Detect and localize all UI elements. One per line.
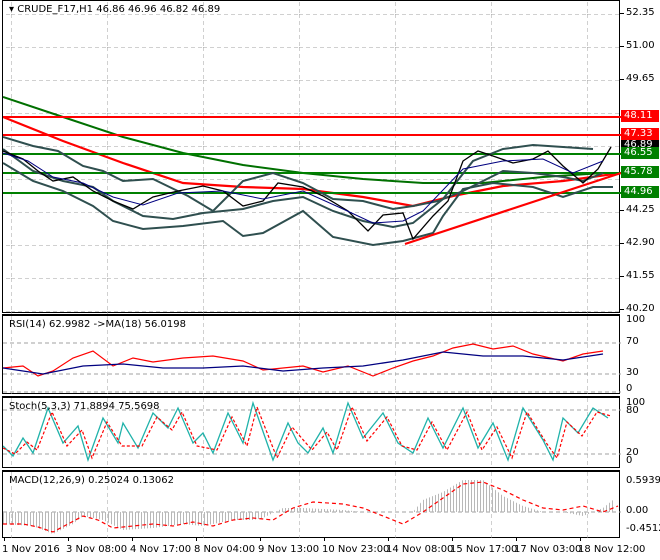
price-tick: 52.35	[626, 7, 655, 18]
rsi-tick: 100	[626, 314, 646, 325]
level-label-48-11: 48.11	[621, 110, 659, 122]
price-tick: 51.00	[626, 40, 655, 51]
main-chart-plot	[3, 1, 621, 314]
stochastic-pane[interactable]: Stoch(5,3,3) 71.8894 75.5698	[2, 396, 621, 468]
level-label-44-96: 44.96	[621, 186, 659, 198]
price-tick: 42.90	[626, 237, 655, 248]
ohlc-values: 46.86 46.96 46.82 46.89	[96, 4, 221, 15]
stoch-tick: 80	[626, 405, 639, 416]
level-label-47-33: 47.33	[621, 128, 659, 140]
stoch-tick: 0	[626, 455, 633, 466]
tick-mark	[620, 243, 624, 244]
tick-mark	[620, 210, 624, 211]
time-label: 3 Nov 08:00	[66, 544, 128, 555]
tick-mark	[620, 79, 624, 80]
macd-tick: 0.59396	[626, 475, 660, 486]
rsi-axis: 100 70 30 0	[620, 314, 660, 394]
time-label: 14 Nov 08:00	[386, 544, 454, 555]
current-price-label: 46.89	[621, 140, 659, 149]
time-label: 4 Nov 17:00	[130, 544, 192, 555]
rsi-tick: 70	[626, 336, 639, 347]
rsi-title: RSI(14) 62.9982 ->MA(18) 56.0198	[9, 319, 186, 330]
price-tick: 41.55	[626, 270, 655, 281]
level-label-45-78: 45.78	[621, 166, 659, 178]
macd-axis: 0.59396 0.00 -0.4512	[620, 470, 660, 538]
macd-plot	[3, 472, 621, 538]
stochastic-title: Stoch(5,3,3) 71.8894 75.5698	[9, 401, 160, 412]
stochastic-axis: 100 80 20 0	[620, 396, 660, 468]
price-axis[interactable]: 52.35 51.00 49.65 44.25 42.90 41.55 40.2…	[620, 0, 660, 314]
tick-mark	[620, 13, 624, 14]
time-label: 17 Nov 03:00	[514, 544, 582, 555]
time-label: 15 Nov 17:00	[450, 544, 518, 555]
main-chart-title: ▾ CRUDE_F17,H1 46.86 46.96 46.82 46.89	[9, 4, 220, 15]
time-axis[interactable]: 1 Nov 2016 3 Nov 08:00 4 Nov 17:00 8 Nov…	[2, 537, 645, 560]
time-label: 10 Nov 23:00	[322, 544, 390, 555]
time-label: 9 Nov 13:00	[258, 544, 320, 555]
tick-mark	[620, 309, 624, 310]
stoch-tick: 20	[626, 447, 639, 458]
macd-tick: 0.00	[626, 505, 649, 516]
time-label: 1 Nov 2016	[2, 544, 60, 555]
rsi-tick: 0	[626, 383, 633, 394]
rsi-tick: 30	[626, 367, 639, 378]
time-label: 8 Nov 04:00	[194, 544, 256, 555]
stoch-tick: 100	[626, 397, 646, 408]
symbol-title: CRUDE_F17,H1	[17, 4, 94, 15]
time-label: 18 Nov 12:00	[578, 544, 646, 555]
level-label-46-55: 46.55	[621, 147, 659, 159]
price-tick: 44.25	[626, 204, 655, 215]
macd-pane[interactable]: MACD(12,26,9) 0.25024 0.13062	[2, 470, 621, 538]
price-tick: 49.65	[626, 73, 655, 84]
tick-mark	[620, 46, 624, 47]
tick-mark	[620, 276, 624, 277]
collapse-triangle-icon[interactable]: ▾	[9, 4, 15, 15]
rsi-plot	[3, 316, 621, 394]
price-tick: 40.20	[626, 303, 655, 314]
stochastic-plot	[3, 398, 621, 468]
macd-tick: -0.4512	[626, 523, 660, 534]
main-price-pane[interactable]: ▾ CRUDE_F17,H1 46.86 46.96 46.82 46.89	[2, 0, 621, 314]
macd-title: MACD(12,26,9) 0.25024 0.13062	[9, 475, 175, 486]
rsi-pane[interactable]: RSI(14) 62.9982 ->MA(18) 56.0198	[2, 314, 621, 394]
